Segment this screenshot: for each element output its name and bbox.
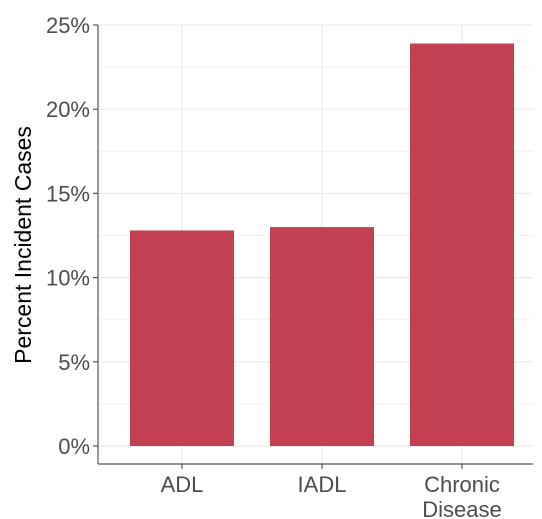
bars — [130, 43, 514, 447]
y-tick-label: 25% — [46, 13, 90, 38]
y-tick-label: 20% — [46, 97, 90, 122]
bar — [410, 43, 514, 447]
bar — [130, 230, 234, 446]
bar — [270, 227, 374, 446]
x-tick-label: ADL — [161, 472, 204, 497]
y-tick-label: 5% — [58, 350, 90, 375]
y-axis-title: Percent Incident Cases — [10, 126, 36, 364]
y-ticks: 0% 5% 10% 15% 20% 25% — [46, 13, 98, 459]
y-tick-label: 10% — [46, 266, 90, 291]
y-tick-label: 15% — [46, 181, 90, 206]
x-tick-label: Chronic Disease — [422, 472, 501, 519]
x-ticks: ADL IADL Chronic Disease — [161, 464, 502, 519]
x-tick-label: IADL — [298, 472, 347, 497]
y-tick-label: 0% — [58, 434, 90, 459]
